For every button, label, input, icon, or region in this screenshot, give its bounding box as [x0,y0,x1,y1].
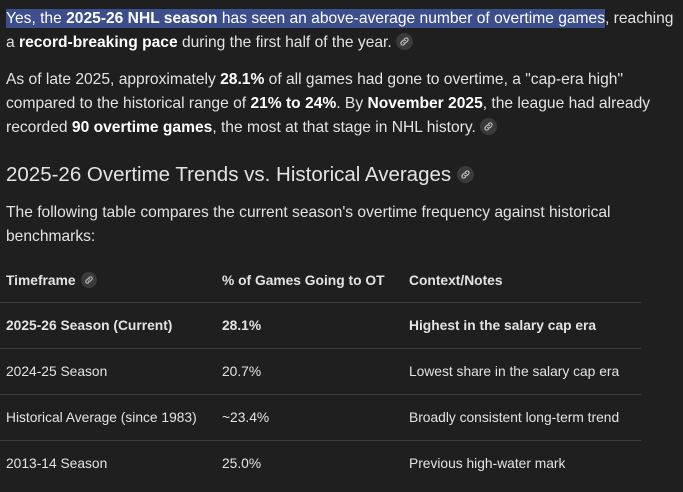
highlight-text-bold: 2025-26 NHL season [66,10,218,27]
stats-bold-4: 90 overtime games [71,119,213,136]
cell-ot-percent: ~23.4% [222,410,270,425]
intro-bold-a: record-breaking pace [19,34,178,51]
link-icon[interactable] [457,166,475,183]
cell-context: Previous high-water mark [409,456,566,472]
cell-context: Broadly consistent long-term trend [409,410,620,425]
cell-context: Lowest share in the salary cap era [409,364,620,379]
stats-text-5: , the most at that stage in NHL history. [212,119,476,136]
table-row: Historical Average (since 1983) ~23.4% B… [0,395,641,441]
cell-ot-percent: 28.1% [222,318,262,333]
cell-timeframe: 2013-14 Season [6,456,108,472]
overtime-table: Timeframe % of Games Going to OT Context… [0,258,641,487]
intro-text-a: , reaching a [6,10,674,51]
table-header-row: Timeframe % of Games Going to OT Context… [0,258,641,303]
highlight-text-a: Yes, the [6,10,67,27]
section-heading-text: 2025-26 Overtime Trends vs. Historical A… [6,163,452,186]
table-row: 2024-25 Season 20.7% Lowest share in the… [0,349,641,395]
stats-bold-2: 21% to 24% [250,95,337,112]
header-timeframe-label: Timeframe [6,273,76,288]
stats-text-4: , the league had already recorded [6,95,651,136]
link-icon[interactable] [479,118,497,135]
cell-ot-percent: 25.0% [222,456,262,472]
header-ot-percent: % of Games Going to OT [222,272,385,288]
stats-text-3: . By [336,95,368,112]
highlighted-answer: Yes, the 2025-26 NHL season has seen an … [6,9,605,28]
cell-timeframe: 2025-26 Season (Current) [6,318,173,333]
cell-timeframe: 2024-25 Season [6,364,108,379]
stats-paragraph: As of late 2025, approximately 28.1% of … [6,68,678,140]
link-icon[interactable] [395,33,413,50]
highlight-text-c: has seen an above-average number of over… [217,10,605,27]
stats-bold-1: 28.1% [220,71,265,88]
table-row: 2013-14 Season 25.0% Previous high-water… [0,441,641,487]
stats-bold-3: November 2025 [367,95,483,112]
cell-timeframe: Historical Average (since 1983) [6,410,197,425]
header-context: Context/Notes [409,272,503,288]
intro-text-b: during the first half of the year. [177,34,392,51]
header-timeframe: Timeframe [0,258,216,303]
cell-ot-percent: 20.7% [222,364,262,379]
stats-text-2: of all games had gone to overtime, a "ca… [6,71,623,112]
stats-text-1: As of late 2025, approximately [6,71,221,88]
table-row: 2025-26 Season (Current) 28.1% Highest i… [0,303,641,349]
table-intro-paragraph: The following table compares the current… [6,204,611,245]
intro-paragraph: Yes, the 2025-26 NHL season has seen an … [6,7,678,55]
cell-context: Highest in the salary cap era [409,318,597,333]
section-heading: 2025-26 Overtime Trends vs. Historical A… [6,161,475,189]
link-icon[interactable] [80,272,97,288]
